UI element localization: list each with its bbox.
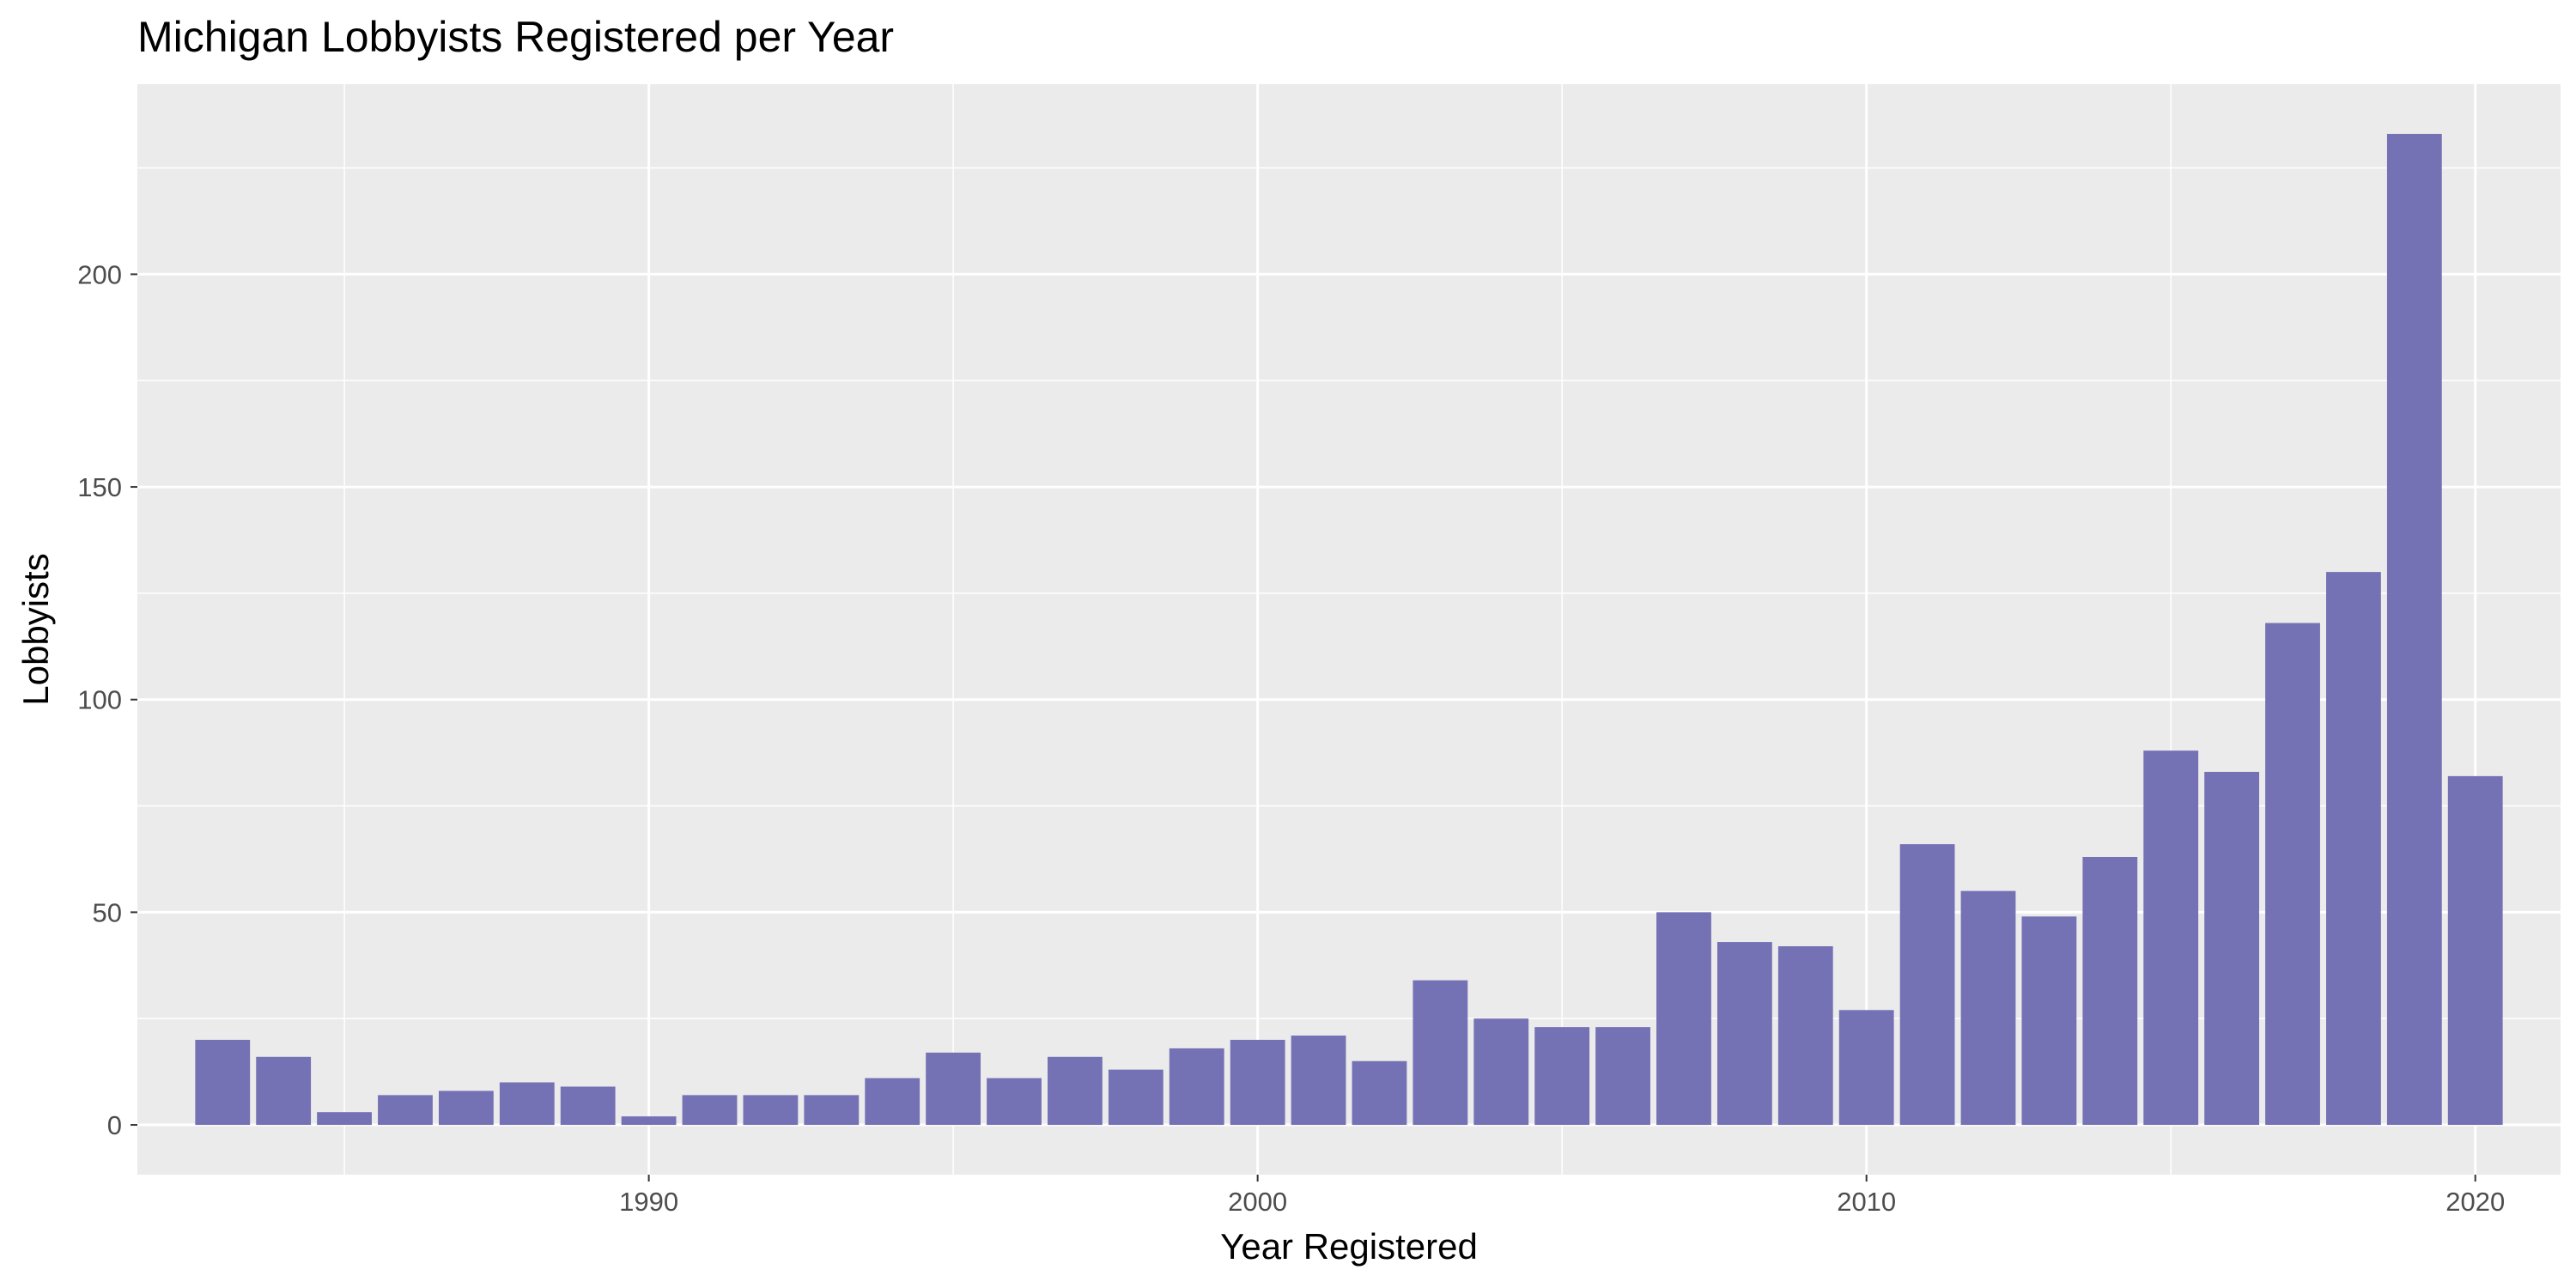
bar xyxy=(2386,133,2442,1126)
bar xyxy=(1716,942,1772,1126)
bar xyxy=(987,1078,1042,1126)
bar xyxy=(1352,1060,1407,1126)
bar xyxy=(1899,844,1955,1126)
bar xyxy=(1230,1039,1285,1126)
y-axis: 0 50 100 150 200 xyxy=(77,259,137,1140)
x-tick-label: 2010 xyxy=(1837,1187,1896,1217)
bar xyxy=(2326,572,2381,1126)
x-tick-label: 2000 xyxy=(1228,1187,1287,1217)
bar xyxy=(926,1052,981,1126)
y-axis-title: Lobbyists xyxy=(15,553,56,705)
bar xyxy=(1777,946,1833,1126)
bar xyxy=(743,1095,799,1126)
bars xyxy=(195,133,2503,1126)
bar xyxy=(1838,1010,1894,1126)
bar xyxy=(2021,916,2077,1126)
bar xyxy=(682,1095,738,1126)
x-axis-title: Year Registered xyxy=(1220,1226,1478,1267)
bar xyxy=(2204,771,2260,1126)
bar xyxy=(2265,623,2320,1126)
bar xyxy=(804,1095,860,1126)
y-tick-label: 50 xyxy=(93,897,122,927)
x-tick-label: 1990 xyxy=(619,1187,678,1217)
bar xyxy=(378,1095,433,1126)
bar xyxy=(1291,1036,1346,1126)
bar xyxy=(865,1078,920,1126)
chart-title: Michigan Lobbyists Registered per Year xyxy=(137,13,894,61)
bar xyxy=(2082,856,2138,1126)
y-tick-label: 150 xyxy=(77,472,122,502)
y-tick-label: 0 xyxy=(107,1110,122,1140)
bar xyxy=(1048,1056,1103,1126)
bar xyxy=(1534,1027,1590,1126)
bar xyxy=(560,1086,616,1126)
bar xyxy=(1413,980,1468,1126)
bar xyxy=(1108,1069,1163,1126)
x-tick-label: 2020 xyxy=(2445,1187,2505,1217)
bar xyxy=(621,1116,677,1126)
bar xyxy=(317,1112,372,1126)
bar xyxy=(499,1082,555,1126)
bar xyxy=(1595,1027,1650,1126)
bar xyxy=(1960,890,2016,1126)
bar xyxy=(256,1056,312,1126)
bar xyxy=(1473,1018,1529,1126)
bar xyxy=(2143,750,2199,1126)
bar xyxy=(195,1039,251,1126)
bar xyxy=(2447,775,2503,1126)
bar xyxy=(1656,912,1711,1126)
bar xyxy=(1169,1048,1224,1126)
bar xyxy=(438,1091,494,1126)
y-tick-label: 200 xyxy=(77,259,122,289)
x-axis: 1990 2000 2010 2020 xyxy=(619,1175,2505,1217)
y-tick-label: 100 xyxy=(77,685,122,715)
